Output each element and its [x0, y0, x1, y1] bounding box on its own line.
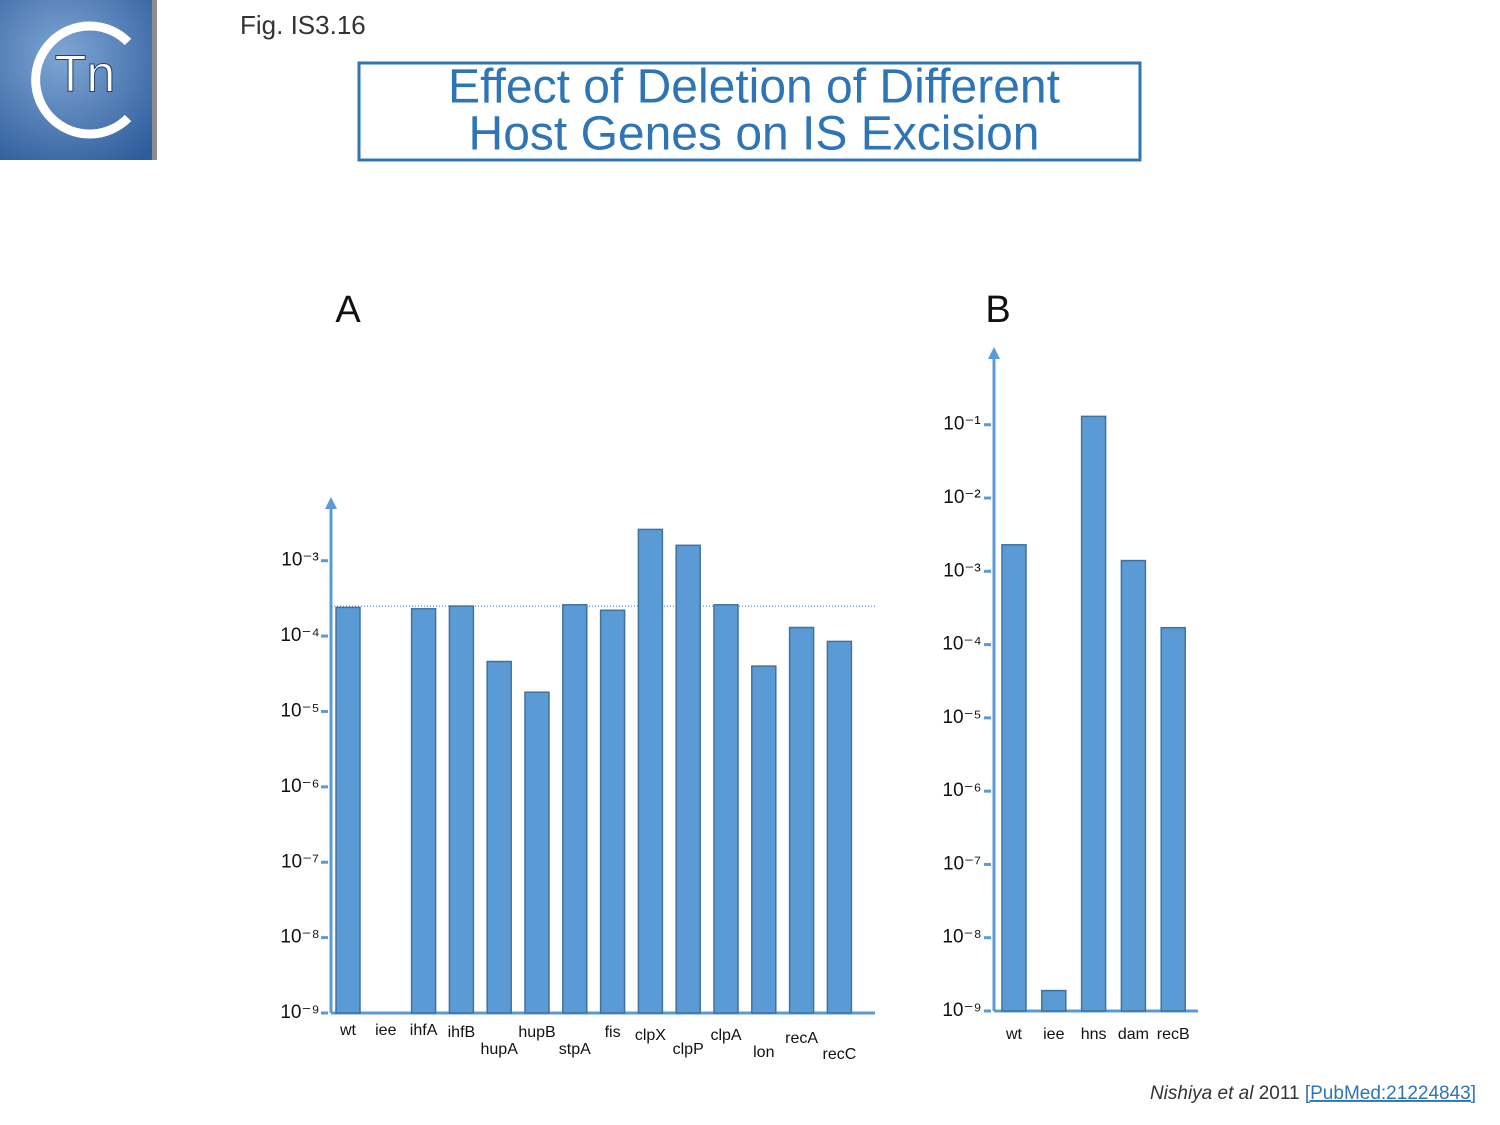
y-axis-arrow: [325, 497, 337, 509]
bar: [335, 606, 361, 1014]
title-line: Host Genes on IS Excision: [469, 108, 1040, 161]
y-tick-label: 10⁻⁴: [942, 634, 981, 655]
y-tick-label: 10⁻⁶: [281, 776, 320, 797]
y-tick-label: 10⁻⁶: [943, 780, 982, 801]
y-tick-label: 10⁻²: [943, 487, 981, 508]
x-tick-label: wt: [1005, 1026, 1023, 1043]
bar: [826, 640, 853, 1014]
bar: [675, 544, 701, 1014]
bar: [599, 609, 626, 1014]
x-tick-label: hns: [1081, 1026, 1107, 1043]
bar: [562, 604, 588, 1014]
bar: [751, 665, 777, 1014]
bar: [1041, 989, 1067, 1012]
bar: [713, 604, 739, 1014]
y-tick-label: 10⁻⁹: [942, 1000, 981, 1021]
bar: [637, 528, 664, 1014]
y-tick-label: 10⁻⁸: [942, 927, 981, 948]
panel-label: B: [985, 289, 1010, 331]
y-axis-arrow: [988, 347, 1000, 359]
y-tick-label: 10⁻³: [281, 550, 319, 571]
bar: [486, 660, 512, 1014]
x-tick-label: clpP: [673, 1041, 704, 1058]
bar: [1160, 626, 1186, 1012]
x-tick-label: iee: [375, 1022, 396, 1039]
x-tick-label: iee: [1043, 1026, 1064, 1043]
x-tick-label: ihfA: [410, 1022, 438, 1039]
y-tick-label: 10⁻⁸: [280, 927, 319, 948]
logo: Tn: [0, 0, 157, 160]
x-tick-label: fis: [605, 1024, 621, 1041]
citation-authors: Nishiya et al: [1150, 1083, 1254, 1104]
y-tick-label: 10⁻⁹: [280, 1002, 319, 1023]
x-tick-label: lon: [753, 1044, 774, 1061]
bar: [410, 608, 437, 1014]
x-tick-label: clpA: [710, 1027, 741, 1044]
panel-label: A: [335, 289, 361, 331]
x-tick-label: hupB: [518, 1024, 555, 1041]
title-box: [357, 61, 1142, 162]
y-tick-label: 10⁻⁷: [943, 853, 981, 874]
x-tick-label: stpA: [559, 1041, 591, 1058]
citation-year: 2011: [1259, 1083, 1300, 1104]
title-line: Effect of Deletion of Different: [448, 61, 1060, 114]
x-tick-label: recC: [823, 1046, 857, 1063]
x-tick-label: ihfB: [448, 1024, 476, 1041]
x-tick-label: dam: [1118, 1026, 1149, 1043]
x-tick-label: recB: [1157, 1026, 1190, 1043]
bar: [1120, 559, 1147, 1012]
bar: [788, 626, 815, 1014]
x-tick-label: recA: [785, 1030, 818, 1047]
x-tick-label: hupA: [481, 1041, 519, 1058]
citation: Nishiya et al 2011 [PubMed:21224843]: [1150, 1083, 1476, 1104]
bar: [1001, 544, 1027, 1012]
y-tick-label: 10⁻⁵: [280, 700, 319, 721]
logo-edge: [152, 0, 157, 160]
y-tick-label: 10⁻¹: [943, 414, 981, 435]
logo-c: [31, 21, 132, 139]
y-tick-label: 10⁻³: [943, 560, 981, 581]
logo-text: Tn: [55, 46, 116, 104]
y-tick-label: 10⁻⁵: [942, 707, 981, 728]
y-tick-label: 10⁻⁷: [281, 851, 319, 872]
x-tick-label: clpX: [635, 1027, 666, 1044]
y-tick-label: 10⁻⁴: [280, 625, 319, 646]
bar: [448, 605, 475, 1014]
bar: [524, 691, 550, 1014]
bar: [1080, 415, 1107, 1012]
x-tick-label: wt: [339, 1022, 357, 1039]
figure-label: Fig. IS3.16: [240, 10, 366, 40]
citation-link[interactable]: [PubMed:21224843]: [1305, 1083, 1476, 1104]
